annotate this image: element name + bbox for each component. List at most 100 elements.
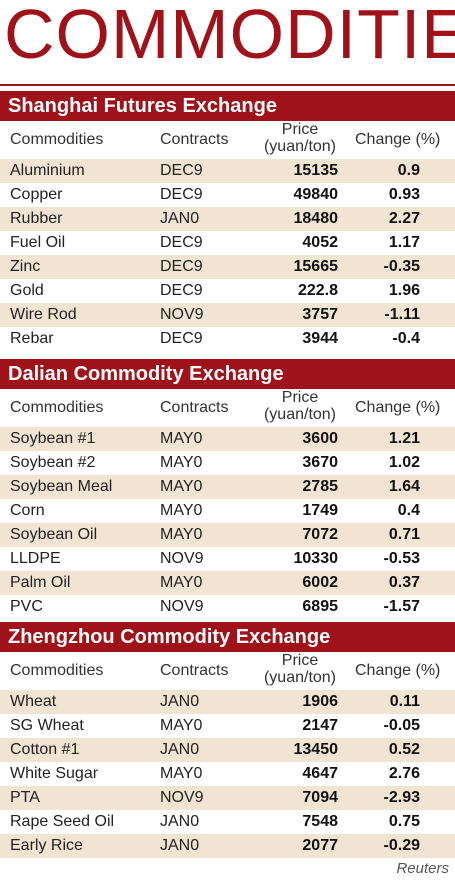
- change-value: -0.05: [383, 717, 420, 734]
- commodity-name: Gold: [10, 282, 44, 299]
- contract-code: DEC9: [160, 186, 203, 203]
- price-value: 3670: [302, 454, 338, 471]
- contract-code: NOV9: [160, 550, 204, 567]
- commodity-name: Rubber: [10, 210, 63, 227]
- change-value: 0.37: [388, 574, 420, 591]
- price-value: 49840: [293, 186, 339, 203]
- commodity-name: Copper: [10, 186, 63, 203]
- header-change: Change (%): [355, 131, 441, 148]
- commodity-name: Rebar: [10, 330, 54, 347]
- header-price-line2: (yuan/ton): [263, 138, 337, 155]
- title-rule: [0, 84, 455, 86]
- price-value: 2147: [302, 717, 338, 734]
- commodity-name: Soybean #2: [10, 454, 96, 471]
- change-value: -1.11: [384, 306, 420, 323]
- column-header-row: Commodities Contracts Price (yuan/ton) Chang…: [0, 652, 455, 690]
- header-contracts: Contracts: [160, 662, 229, 679]
- header-contracts: Contracts: [160, 399, 229, 416]
- price-value: 3757: [302, 306, 338, 323]
- contract-code: JAN0: [160, 813, 200, 830]
- commodity-name: Soybean Oil: [10, 526, 98, 543]
- table-row: Aluminium DEC9 15135 0.9: [0, 159, 455, 183]
- change-value: -0.29: [383, 837, 420, 854]
- contract-code: DEC9: [160, 282, 203, 299]
- table-row: Copper DEC9 49840 0.93: [0, 183, 455, 207]
- price-value: 15135: [293, 162, 339, 179]
- header-price-line2: (yuan/ton): [263, 406, 337, 423]
- table-row: Soybean #1 MAY0 3600 1.21: [0, 427, 455, 451]
- header-change: Change (%): [355, 662, 441, 679]
- change-value: -0.4: [392, 330, 420, 347]
- price-value: 6002: [302, 574, 338, 591]
- header-contracts: Contracts: [160, 131, 229, 148]
- contract-code: MAY0: [160, 430, 203, 447]
- table-row: PTA NOV9 7094 -2.93: [0, 786, 455, 810]
- contract-code: DEC9: [160, 234, 203, 251]
- change-value: 0.75: [388, 813, 420, 830]
- commodity-name: Corn: [10, 502, 45, 519]
- column-header-row: Commodities Contracts Price (yuan/ton) Chang…: [0, 121, 455, 159]
- commodity-name: Fuel Oil: [10, 234, 66, 251]
- header-commodities: Commodities: [10, 662, 104, 679]
- contract-code: MAY0: [160, 526, 203, 543]
- table-row: Early Rice JAN0 2077 -0.29: [0, 834, 455, 858]
- price-value: 15665: [293, 258, 339, 275]
- contract-code: JAN0: [160, 693, 200, 710]
- exchange-section: Shanghai Futures Exchange Commodities Cont…: [0, 91, 455, 351]
- commodity-name: White Sugar: [10, 765, 99, 782]
- change-value: 1.17: [388, 234, 420, 251]
- change-value: 1.02: [388, 454, 420, 471]
- price-value: 10330: [293, 550, 339, 567]
- price-value: 3944: [302, 330, 338, 347]
- contract-code: NOV9: [160, 306, 204, 323]
- contract-code: DEC9: [160, 258, 203, 275]
- contract-code: MAY0: [160, 765, 203, 782]
- table-row: Soybean Oil MAY0 7072 0.71: [0, 523, 455, 547]
- commodity-name: Wire Rod: [10, 306, 77, 323]
- table-row: White Sugar MAY0 4647 2.76: [0, 762, 455, 786]
- column-header-row: Commodities Contracts Price (yuan/ton) Chang…: [0, 389, 455, 427]
- table-row: Gold DEC9 222.8 1.96: [0, 279, 455, 303]
- change-value: 2.76: [388, 765, 420, 782]
- change-value: 0.71: [388, 526, 420, 543]
- commodity-name: Soybean Meal: [10, 478, 113, 495]
- table-row: Wheat JAN0 1906 0.11: [0, 690, 455, 714]
- price-value: 13450: [293, 741, 339, 758]
- change-value: -2.93: [383, 789, 420, 806]
- table-row: Rubber JAN0 18480 2.27: [0, 207, 455, 231]
- change-value: -0.53: [383, 550, 420, 567]
- price-value: 2785: [302, 478, 338, 495]
- header-commodities: Commodities: [10, 131, 104, 148]
- header-commodities: Commodities: [10, 399, 104, 416]
- contract-code: MAY0: [160, 454, 203, 471]
- exchange-section: Zhengzhou Commodity Exchange Commodities C…: [0, 622, 455, 858]
- contract-code: JAN0: [160, 837, 200, 854]
- header-price: Price (yuan/ton): [255, 652, 345, 686]
- table-row: Soybean Meal MAY0 2785 1.64: [0, 475, 455, 499]
- source-credit: Reuters: [396, 860, 449, 877]
- table-row: Wire Rod NOV9 3757 -1.11: [0, 303, 455, 327]
- header-price-line1: Price: [281, 652, 319, 669]
- table-row: SG Wheat MAY0 2147 -0.05: [0, 714, 455, 738]
- price-value: 3600: [302, 430, 338, 447]
- price-value: 7548: [302, 813, 338, 830]
- table-row: Zinc DEC9 15665 -0.35: [0, 255, 455, 279]
- contract-code: JAN0: [160, 210, 200, 227]
- contract-code: NOV9: [160, 598, 204, 615]
- contract-code: MAY0: [160, 478, 203, 495]
- commodity-name: Palm Oil: [10, 574, 71, 591]
- commodity-name: SG Wheat: [10, 717, 84, 734]
- change-value: 0.4: [397, 502, 420, 519]
- table-row: Cotton #1 JAN0 13450 0.52: [0, 738, 455, 762]
- price-value: 222.8: [297, 282, 338, 299]
- table-row: LLDPE NOV9 10330 -0.53: [0, 547, 455, 571]
- table-row: Rebar DEC9 3944 -0.4: [0, 327, 455, 351]
- header-price-line2: (yuan/ton): [263, 669, 337, 686]
- commodity-name: Rape Seed Oil: [10, 813, 115, 830]
- exchange-name: Zhengzhou Commodity Exchange: [0, 622, 455, 652]
- change-value: 2.27: [388, 210, 420, 227]
- contract-code: DEC9: [160, 162, 203, 179]
- price-value: 1749: [302, 502, 338, 519]
- commodity-name: PVC: [10, 598, 43, 615]
